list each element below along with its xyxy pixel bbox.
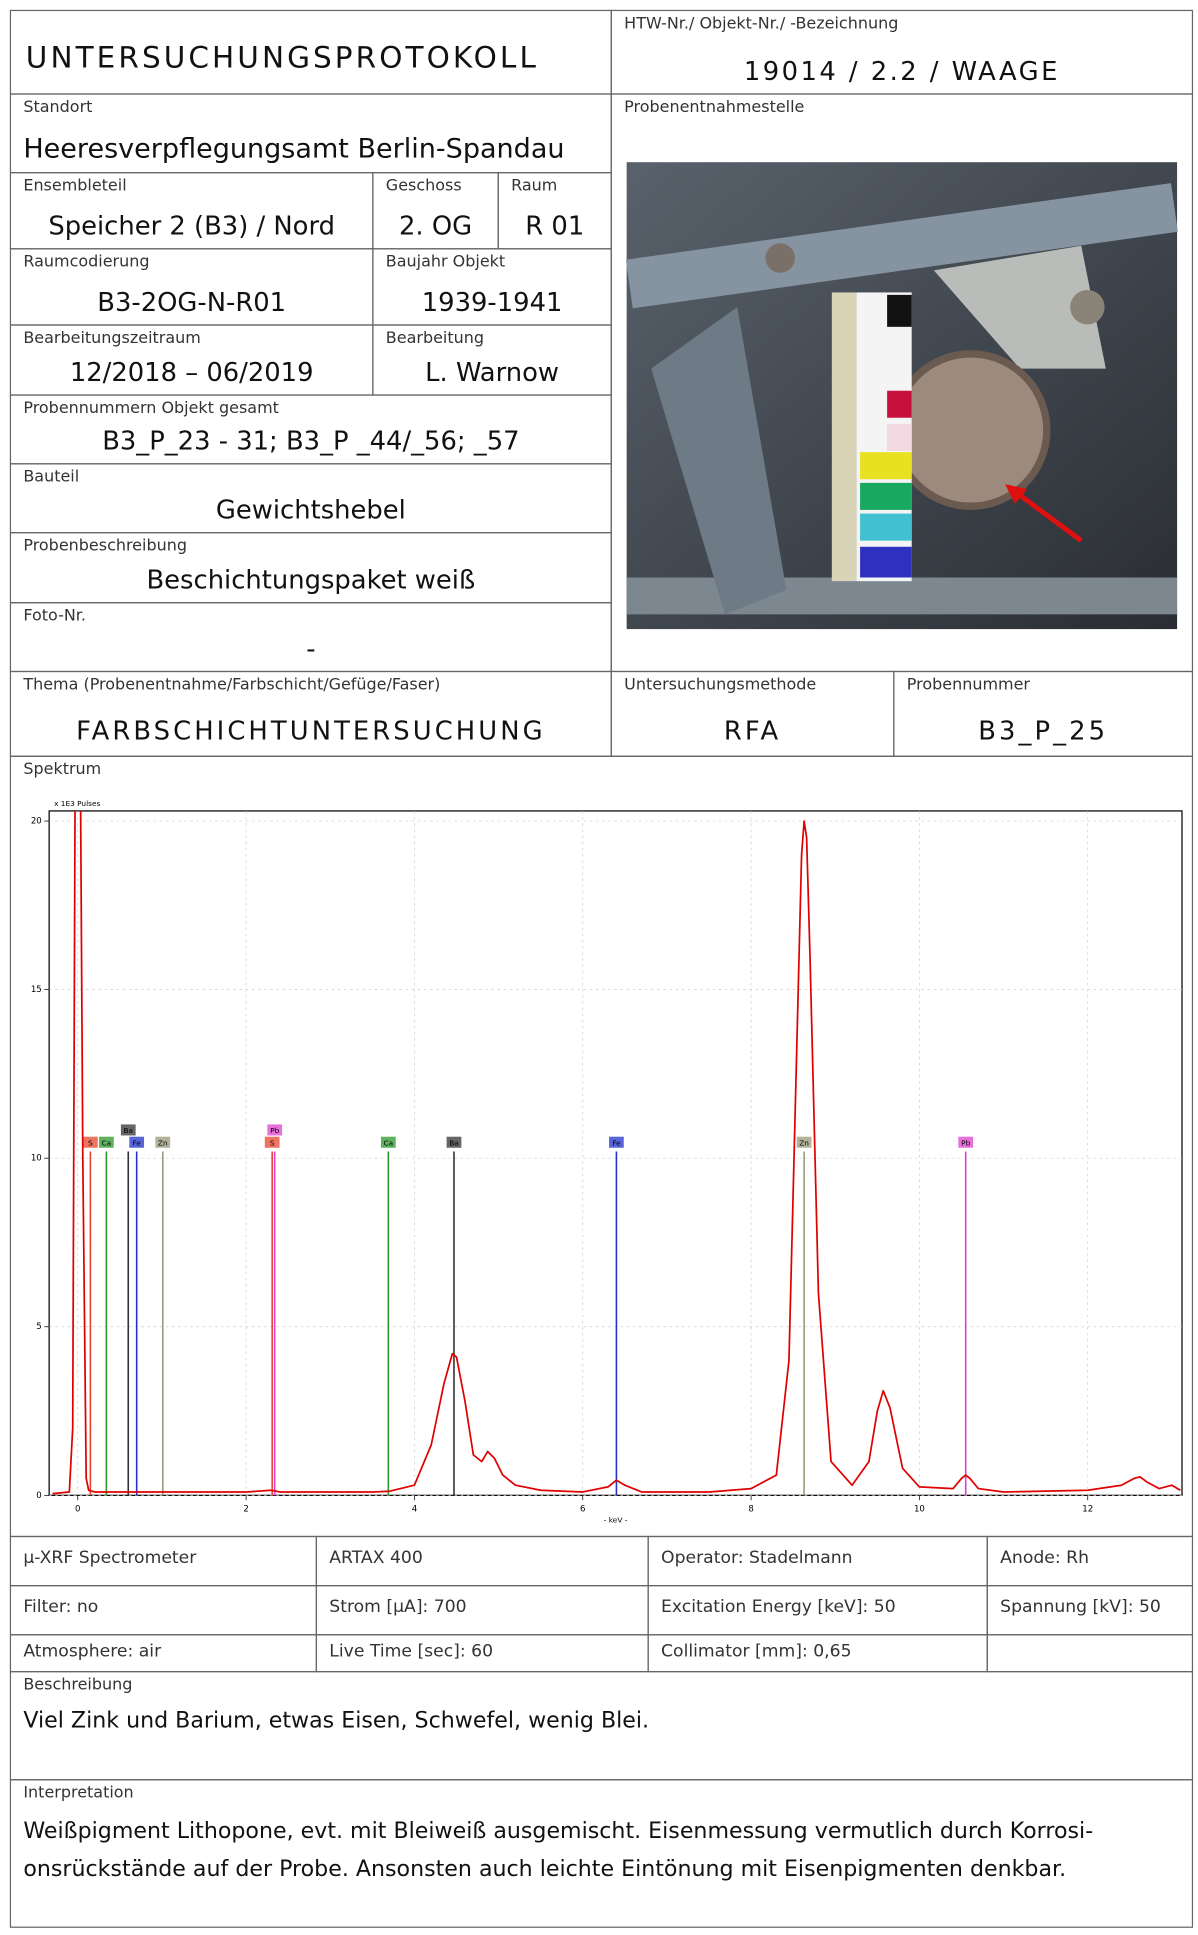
field-label: Bauteil bbox=[23, 468, 80, 487]
field-cell: Probenbeschreibung Beschichtungspaket wei… bbox=[9, 532, 612, 604]
field-cell: Bearbeitungszeitraum 12/2018 – 06/2019 bbox=[9, 324, 374, 396]
field-cell: Ensembleteil Speicher 2 (B3) / Nord bbox=[9, 172, 374, 250]
spectrum-label: Spektrum bbox=[23, 760, 102, 779]
field-cell: Thema (Probenentnahme/Farbschicht/Gefüge… bbox=[9, 670, 612, 757]
title-cell: UNTERSUCHUNGSPROTOKOLL bbox=[9, 9, 612, 95]
field-cell: Raum R 01 bbox=[497, 172, 612, 250]
field-value: Speicher 2 (B3) / Nord bbox=[48, 211, 335, 241]
id-value: 19014 / 2.2 / WAAGE bbox=[743, 56, 1060, 87]
field-cell: Bearbeitung L. Warnow bbox=[372, 324, 612, 396]
description-cell: Beschreibung Viel Zink und Barium, etwas… bbox=[9, 1671, 1194, 1781]
field-label: Thema (Probenentnahme/Farbschicht/Gefüge… bbox=[23, 675, 441, 695]
field-cell: Untersuchungsmethode RFA bbox=[610, 670, 895, 757]
id-label: HTW-Nr./ Objekt-Nr./ -Bezeichnung bbox=[624, 14, 899, 34]
interpretation-label: Interpretation bbox=[23, 1784, 134, 1803]
photo-label: Probenentnahmestelle bbox=[624, 98, 805, 117]
field-value: 1939-1941 bbox=[421, 287, 563, 318]
photo-cell: Probenentnahmestelle bbox=[610, 93, 1194, 673]
field-value: R 01 bbox=[525, 211, 585, 241]
spectrum-cell: Spektrum bbox=[9, 755, 1194, 1538]
field-cell: Standort Heeresverpflegungsamt Berlin-Spa… bbox=[9, 93, 612, 174]
field-value: B3_P_25 bbox=[978, 716, 1109, 746]
table-cell: Anode: Rh bbox=[986, 1535, 1194, 1587]
table-cell: Excitation Energy [keV]: 50 bbox=[647, 1585, 988, 1636]
field-label: Baujahr Objekt bbox=[385, 253, 506, 272]
field-label: Bearbeitungszeitraum bbox=[23, 329, 201, 348]
field-value: B3-2OG-N-R01 bbox=[97, 287, 287, 318]
field-cell: Probennummer B3_P_25 bbox=[893, 670, 1194, 757]
description-label: Beschreibung bbox=[23, 1675, 133, 1695]
table-cell bbox=[986, 1634, 1194, 1673]
field-value: Gewichtshebel bbox=[215, 495, 406, 525]
field-value: Beschichtungspaket weiß bbox=[146, 565, 476, 595]
field-label: Probennummer bbox=[906, 675, 1030, 695]
field-cell: Baujahr Objekt 1939-1941 bbox=[372, 248, 612, 326]
field-label: Probennummern Objekt gesamt bbox=[23, 399, 279, 418]
table-cell: Collimator [mm]: 0,65 bbox=[647, 1634, 988, 1673]
table-cell: Operator: Stadelmann bbox=[647, 1535, 988, 1587]
field-value: - bbox=[306, 634, 316, 664]
field-label: Foto-Nr. bbox=[23, 606, 86, 626]
field-value: FARBSCHICHTUNTERSUCHUNG bbox=[76, 716, 546, 746]
id-cell: HTW-Nr./ Objekt-Nr./ -Bezeichnung 19014 … bbox=[610, 9, 1194, 95]
field-cell: Foto-Nr. - bbox=[9, 602, 612, 673]
field-label: Bearbeitung bbox=[385, 329, 485, 348]
field-label: Ensembleteil bbox=[23, 176, 127, 196]
field-label: Raumcodierung bbox=[23, 253, 150, 272]
field-label: Probenbeschreibung bbox=[23, 536, 187, 556]
table-cell: ARTAX 400 bbox=[315, 1535, 649, 1587]
field-value: 12/2018 – 06/2019 bbox=[69, 357, 314, 388]
field-label: Untersuchungsmethode bbox=[624, 675, 817, 695]
field-label: Standort bbox=[23, 98, 93, 117]
field-cell: Geschoss 2. OG bbox=[372, 172, 499, 250]
table-cell: Live Time [sec]: 60 bbox=[315, 1634, 649, 1673]
table-cell: Atmosphere: air bbox=[9, 1634, 318, 1673]
field-value: L. Warnow bbox=[425, 357, 560, 388]
field-cell: Raumcodierung B3-2OG-N-R01 bbox=[9, 248, 374, 326]
interpretation-text: Weißpigment Lithopone, evt. mit Bleiweiß… bbox=[23, 1818, 1094, 1883]
description-text: Viel Zink und Barium, etwas Eisen, Schwe… bbox=[23, 1707, 650, 1734]
field-cell: Bauteil Gewichtshebel bbox=[9, 463, 612, 534]
field-value: B3_P_23 - 31; B3_P _44/_56; _57 bbox=[102, 426, 520, 456]
table-cell: Filter: no bbox=[9, 1585, 318, 1636]
table-cell: µ-XRF Spectrometer bbox=[9, 1535, 318, 1587]
field-cell: Probennummern Objekt gesamt B3_P_23 - 31;… bbox=[9, 394, 612, 465]
title: UNTERSUCHUNGSPROTOKOLL bbox=[25, 40, 539, 75]
field-label: Geschoss bbox=[385, 176, 462, 196]
field-label: Raum bbox=[511, 176, 558, 196]
table-cell: Strom [µA]: 700 bbox=[315, 1585, 649, 1636]
table-cell: Spannung [kV]: 50 bbox=[986, 1585, 1194, 1636]
field-value: RFA bbox=[723, 716, 782, 746]
field-value: Heeresverpflegungsamt Berlin-Spandau bbox=[23, 133, 565, 165]
field-value: 2. OG bbox=[399, 211, 473, 241]
interpretation-cell: Interpretation Weißpigment Lithopone, ev… bbox=[9, 1779, 1194, 1928]
